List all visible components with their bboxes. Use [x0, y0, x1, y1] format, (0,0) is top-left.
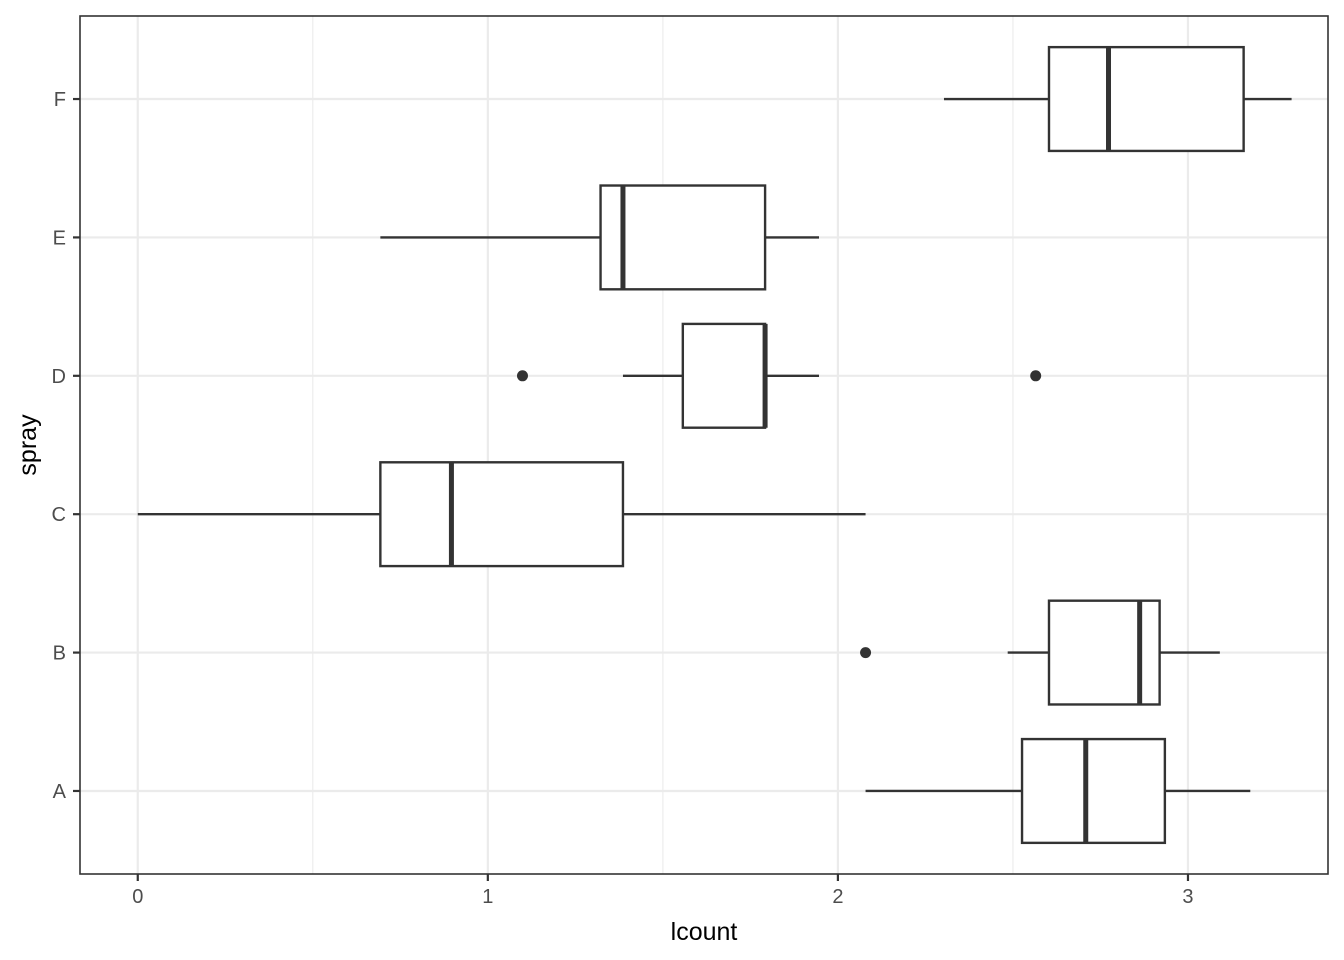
iqr-box [599, 184, 767, 291]
y-tick-label: B [53, 643, 66, 665]
x-tick-label: 1 [482, 886, 493, 908]
iqr-box [1047, 45, 1245, 153]
iqr-box [1020, 737, 1167, 845]
box-E [380, 184, 819, 291]
x-tick-label: 3 [1182, 886, 1193, 908]
y-axis-title: spray [14, 414, 42, 476]
y-tick-label: C [52, 504, 66, 526]
tick-layer: 0 1 2 3 A B C D E F [52, 89, 1194, 908]
y-tick-label: E [53, 227, 66, 249]
y-tick-label: D [52, 366, 66, 388]
box-D [516, 322, 1042, 429]
outlier-point [516, 370, 528, 382]
panel-background [80, 16, 1328, 874]
iqr-box [681, 322, 767, 429]
box-C [137, 461, 866, 568]
y-tick-label: A [53, 781, 67, 803]
box-F [943, 45, 1292, 153]
iqr-box [1047, 599, 1161, 706]
iqr-box [379, 461, 625, 568]
panel-border [79, 15, 1329, 875]
outlier-point [1030, 370, 1042, 382]
outlier-point [860, 647, 872, 659]
x-tick-label: 0 [132, 886, 143, 908]
box-layer [137, 45, 1292, 845]
box-A [865, 737, 1251, 845]
x-tick-label: 2 [832, 886, 843, 908]
x-axis-title: lcount [671, 918, 738, 946]
box-B [860, 599, 1220, 706]
y-tick-label: F [54, 89, 66, 111]
